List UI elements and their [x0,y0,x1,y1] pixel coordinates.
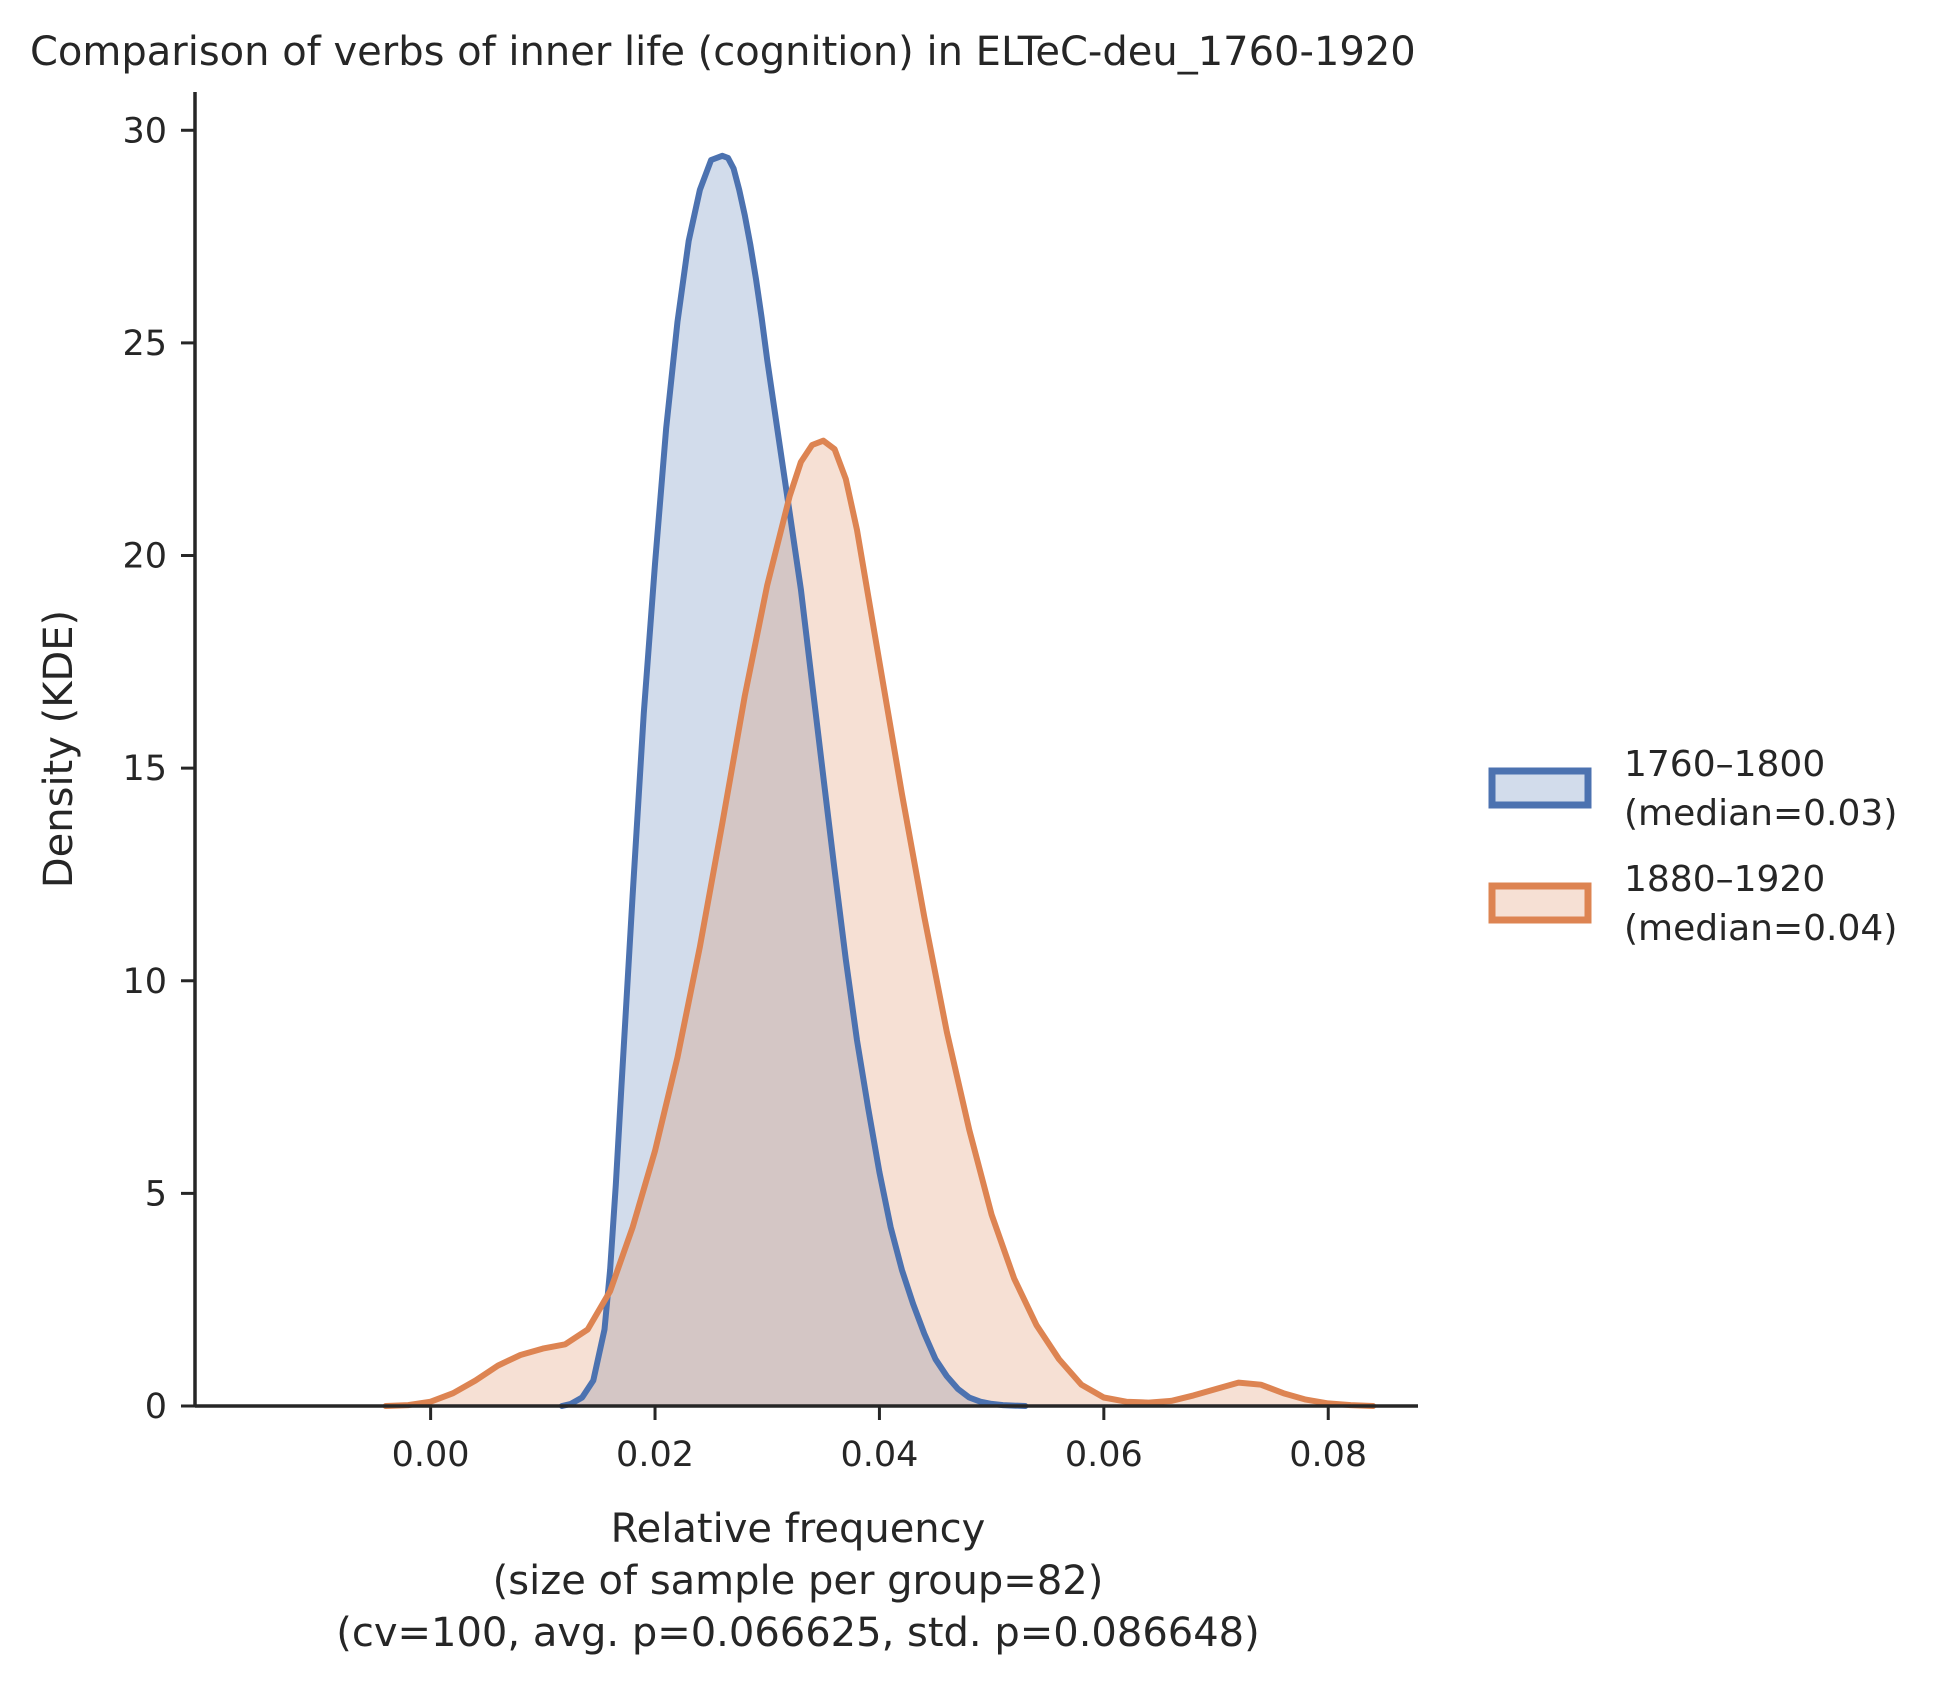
x-tick-label: 0.08 [1289,1435,1367,1475]
y-axis-label: Density (KDE) [36,610,82,888]
y-tick-label: 5 [145,1174,167,1214]
legend: 1760–1800 (median=0.03) 1880–1920 (media… [1488,744,1897,949]
x-tick-label: 0.02 [616,1435,694,1475]
y-tick-label: 25 [122,324,167,364]
legend-swatch-1880-1920 [1488,882,1592,924]
y-tick-label: 0 [145,1387,167,1427]
x-axis-label-line-2: (size of sample per group=82) [493,1558,1104,1604]
x-tick-label: 0.06 [1065,1435,1143,1475]
y-tick-label: 10 [122,962,167,1002]
y-tick-label: 30 [122,111,167,151]
legend-label-1880-1920: 1880–1920 [1624,859,1825,900]
y-ticks: 0 5 10 15 20 25 30 [122,111,195,1427]
x-ticks: 0.00 0.02 0.04 0.06 0.08 [392,1406,1367,1475]
y-tick-label: 15 [122,749,167,789]
x-tick-label: 0.00 [392,1435,470,1475]
legend-note-1880-1920: (median=0.04) [1624,908,1897,949]
plot-area [382,152,1377,1409]
density-line-1880–1920 [382,437,1377,1409]
x-tick-label: 0.04 [840,1435,918,1475]
x-axis-label-line-3: (cv=100, avg. p=0.066625, std. p=0.08664… [336,1610,1259,1656]
x-axis-label-line-1: Relative frequency [611,1506,986,1552]
legend-label-1760-1800: 1760–1800 [1624,744,1825,785]
chart-title: Comparison of verbs of inner life (cogni… [30,29,1416,75]
y-tick-label: 20 [122,537,167,577]
density-line-1760–1800 [558,152,1029,1409]
density-fill-1880–1920 [385,440,1374,1406]
legend-note-1760-1800: (median=0.03) [1624,793,1897,834]
legend-swatch-1760-1800 [1488,767,1592,809]
density-fill-1760–1800 [561,155,1026,1406]
